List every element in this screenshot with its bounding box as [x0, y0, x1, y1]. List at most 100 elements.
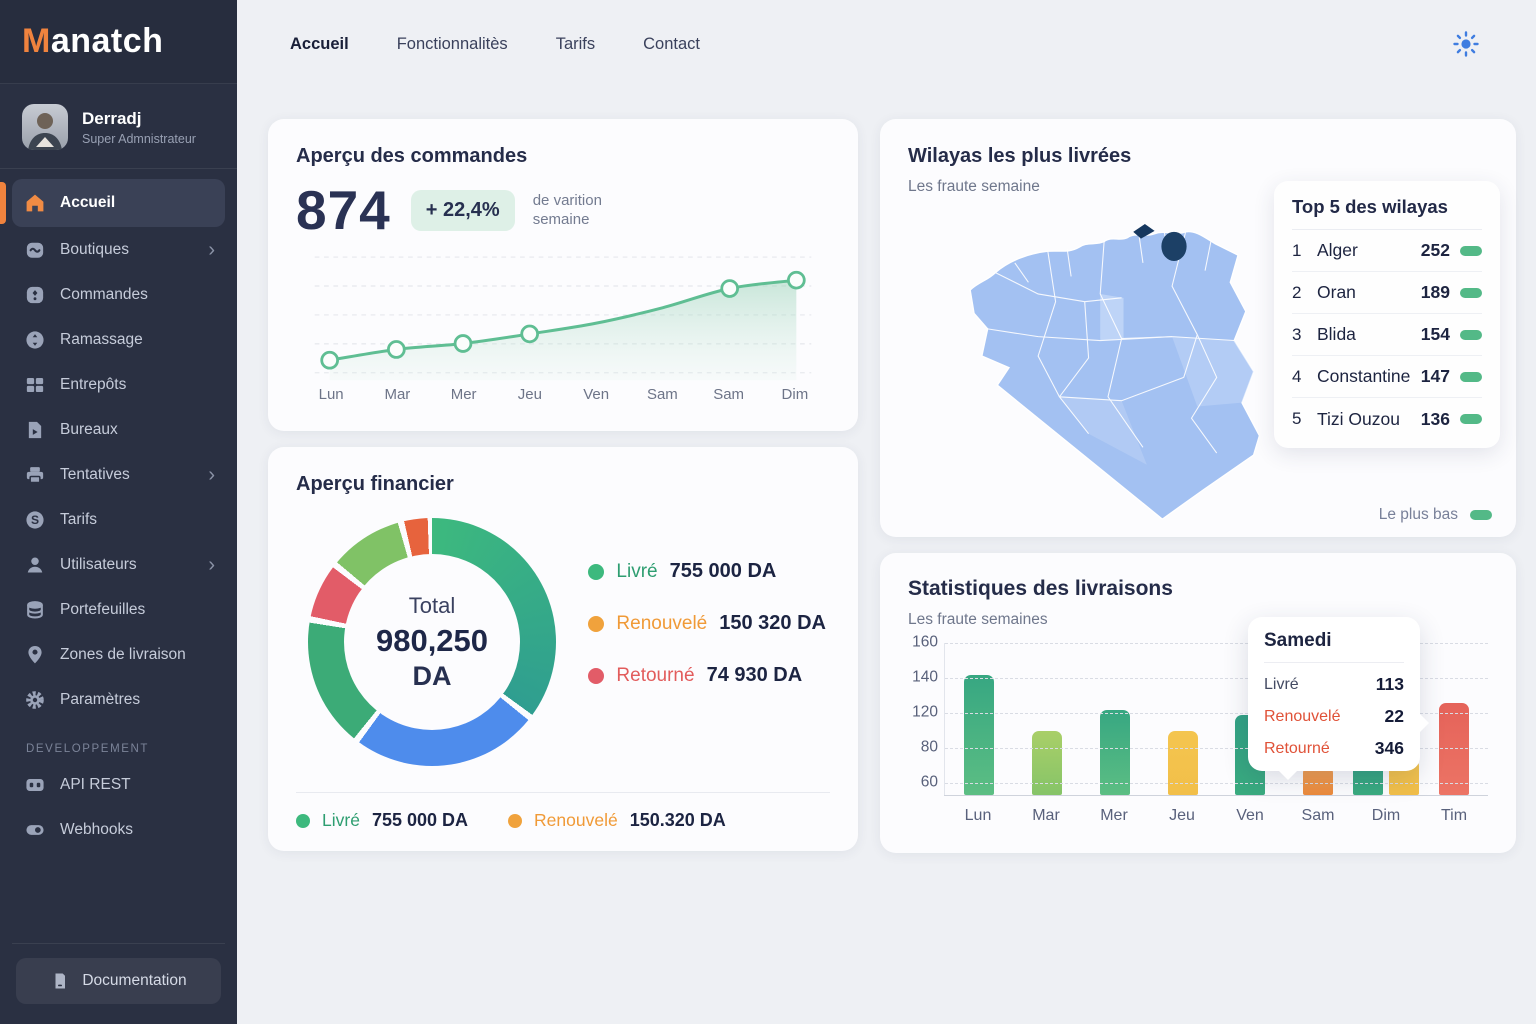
wilayas-card-title: Wilayas les plus livrées — [908, 145, 1132, 167]
legend-dot — [508, 813, 523, 828]
y-tick: 140 — [912, 668, 938, 686]
top5-row[interactable]: 3 Blida 154 — [1292, 314, 1482, 356]
bar[interactable] — [1031, 730, 1062, 795]
legend-value: 74 930 DA — [706, 664, 803, 686]
legend-value: 150 320 DA — [719, 612, 826, 634]
legend-dot — [588, 615, 605, 632]
x-tick: Jeu — [1169, 807, 1195, 824]
sidebar-item-tentatives[interactable]: Tentatives › — [12, 453, 225, 497]
sidebar-item-utilisateurs[interactable]: Utilisateurs › — [12, 543, 225, 587]
bar-group-jeu — [1149, 643, 1217, 795]
price-circle-icon: S — [24, 509, 46, 531]
sidebar-dev-nav: API REST Webhooks — [0, 763, 237, 853]
green-pill — [1460, 329, 1482, 340]
x-tick: Dim — [781, 386, 809, 403]
legend-value: 150.320 DA — [629, 810, 726, 830]
api-card-icon — [24, 774, 46, 796]
sidebar-item-webhooks[interactable]: Webhooks — [12, 808, 225, 852]
document-icon — [50, 971, 70, 991]
nav-link-accueil[interactable]: Accueil — [290, 34, 349, 53]
highlighted-wilaya — [1133, 224, 1155, 239]
financial-legend: Livré 755 000 DA Renouvelé 150 320 DA Re… — [588, 560, 826, 766]
donut-total-label: Total — [408, 592, 456, 618]
sidebar-item-parametres[interactable]: Paramètres — [12, 678, 225, 722]
sidebar-item-commandes[interactable]: Commandes — [12, 273, 225, 317]
top5-title: Top 5 des wilayas — [1292, 196, 1482, 230]
bar[interactable] — [1099, 709, 1130, 795]
sun-icon[interactable] — [1451, 29, 1481, 59]
legend-item: Renouvelé 150.320 DA — [508, 810, 726, 831]
orders-count: 874 — [296, 179, 391, 241]
sidebar-item-accueil[interactable]: Accueil — [0, 179, 225, 227]
nav-link-contact[interactable]: Contact — [643, 34, 700, 53]
warehouse-grid-icon — [24, 374, 46, 396]
top5-panel: Top 5 des wilayas 1 Alger 252 2 Oran 189… — [1274, 181, 1500, 448]
legend-label: Renouvelé — [616, 612, 708, 634]
y-tick: 80 — [920, 738, 938, 756]
sidebar-item-zones-de-livraison[interactable]: Zones de livraison — [12, 633, 225, 677]
user-role: Super Admnistrateur — [82, 131, 196, 146]
user-profile[interactable]: Derradj Super Admnistrateur — [0, 84, 237, 169]
legend-item: Renouvelé 150 320 DA — [588, 612, 826, 635]
home-icon — [24, 192, 46, 214]
financial-card-title: Aperçu financier — [296, 473, 454, 495]
x-tick: Mar — [384, 386, 411, 403]
x-tick: Mar — [1032, 807, 1060, 824]
financial-overview-card: Aperçu financier Total 980,250 DA Livré … — [268, 447, 858, 851]
stats-x-axis-labels: Lun Mar Mer Jeu Ven Sam Dim Tim — [944, 807, 1488, 825]
x-tick: Ven — [1236, 807, 1264, 824]
toggle-icon — [24, 819, 46, 841]
top5-row[interactable]: 5 Tizi Ouzou 136 — [1292, 398, 1482, 440]
sidebar-item-tarifs[interactable]: S Tarifs — [12, 498, 225, 542]
sidebar-item-boutiques[interactable]: Boutiques › — [12, 228, 225, 272]
wallet-stack-icon — [24, 599, 46, 621]
top-navigation: Accueil Fonctionnalitès Tarifs Contact — [237, 0, 1536, 88]
documentation-button[interactable]: Documentation — [16, 958, 221, 1004]
orders-change-badge: + 22,4% — [410, 189, 515, 231]
sidebar-item-ramassage[interactable]: Ramassage — [12, 318, 225, 362]
legend-value: 755 000 DA — [669, 560, 777, 582]
wilayas-card: Wilayas les plus livrées Les fraute sema… — [880, 119, 1516, 537]
sidebar-item-api-rest[interactable]: API REST — [12, 763, 225, 807]
deliveries-stats-card: Statistiques des livraisons Les fraute s… — [880, 553, 1516, 853]
green-pill — [1460, 287, 1482, 298]
algeria-map[interactable] — [908, 193, 1308, 523]
top5-row[interactable]: 2 Oran 189 — [1292, 272, 1482, 314]
legend-item: Retourné 74 930 DA — [588, 664, 826, 687]
x-tick: Jeu — [517, 386, 542, 403]
x-tick: Ven — [583, 386, 610, 403]
legend-dot — [296, 813, 310, 828]
logo-area: Manatch — [0, 0, 237, 84]
tooltip-title: Samedi — [1264, 630, 1404, 663]
tooltip-arrow-down — [1278, 770, 1298, 780]
top5-row[interactable]: 1 Alger 252 — [1292, 230, 1482, 272]
bar[interactable] — [1167, 731, 1198, 795]
x-tick: Lun — [318, 386, 344, 403]
avatar — [22, 104, 68, 150]
donut-total-unit: DA — [412, 660, 452, 691]
user-icon — [24, 554, 46, 576]
orders-card-title: Aperçu des commandes — [296, 145, 528, 167]
user-name: Derradj — [82, 108, 142, 128]
documentation-label: Documentation — [82, 972, 187, 989]
bar-group-mer — [1081, 643, 1149, 795]
nav-link-fonctionnalites[interactable]: Fonctionnalitès — [396, 34, 508, 53]
bar[interactable] — [963, 674, 994, 795]
financial-donut-chart: Total 980,250 DA — [308, 518, 556, 766]
sidebar-item-entrepots[interactable]: Entrepôts — [12, 363, 225, 407]
wilayas-card-subtitle: Les fraute semaine — [908, 178, 1040, 195]
sidebar-item-portefeuilles[interactable]: Portefeuilles — [12, 588, 225, 632]
bar-group-tim — [1420, 643, 1488, 795]
legend-dot — [588, 667, 605, 684]
sidebar-item-bureaux[interactable]: Bureaux — [12, 408, 225, 452]
app-logo[interactable]: Manatch — [22, 22, 164, 60]
x-tick: Dim — [1371, 807, 1401, 824]
x-tick: Sam — [1301, 807, 1335, 824]
top5-row[interactable]: 4 Constantine 147 — [1292, 356, 1482, 398]
printer-icon — [24, 464, 46, 486]
legend-label: Retourné — [616, 664, 695, 686]
y-tick: 160 — [912, 633, 938, 651]
highlighted-wilaya — [1161, 231, 1187, 261]
nav-link-tarifs[interactable]: Tarifs — [555, 34, 596, 53]
x-tick: Mer — [1100, 807, 1128, 824]
